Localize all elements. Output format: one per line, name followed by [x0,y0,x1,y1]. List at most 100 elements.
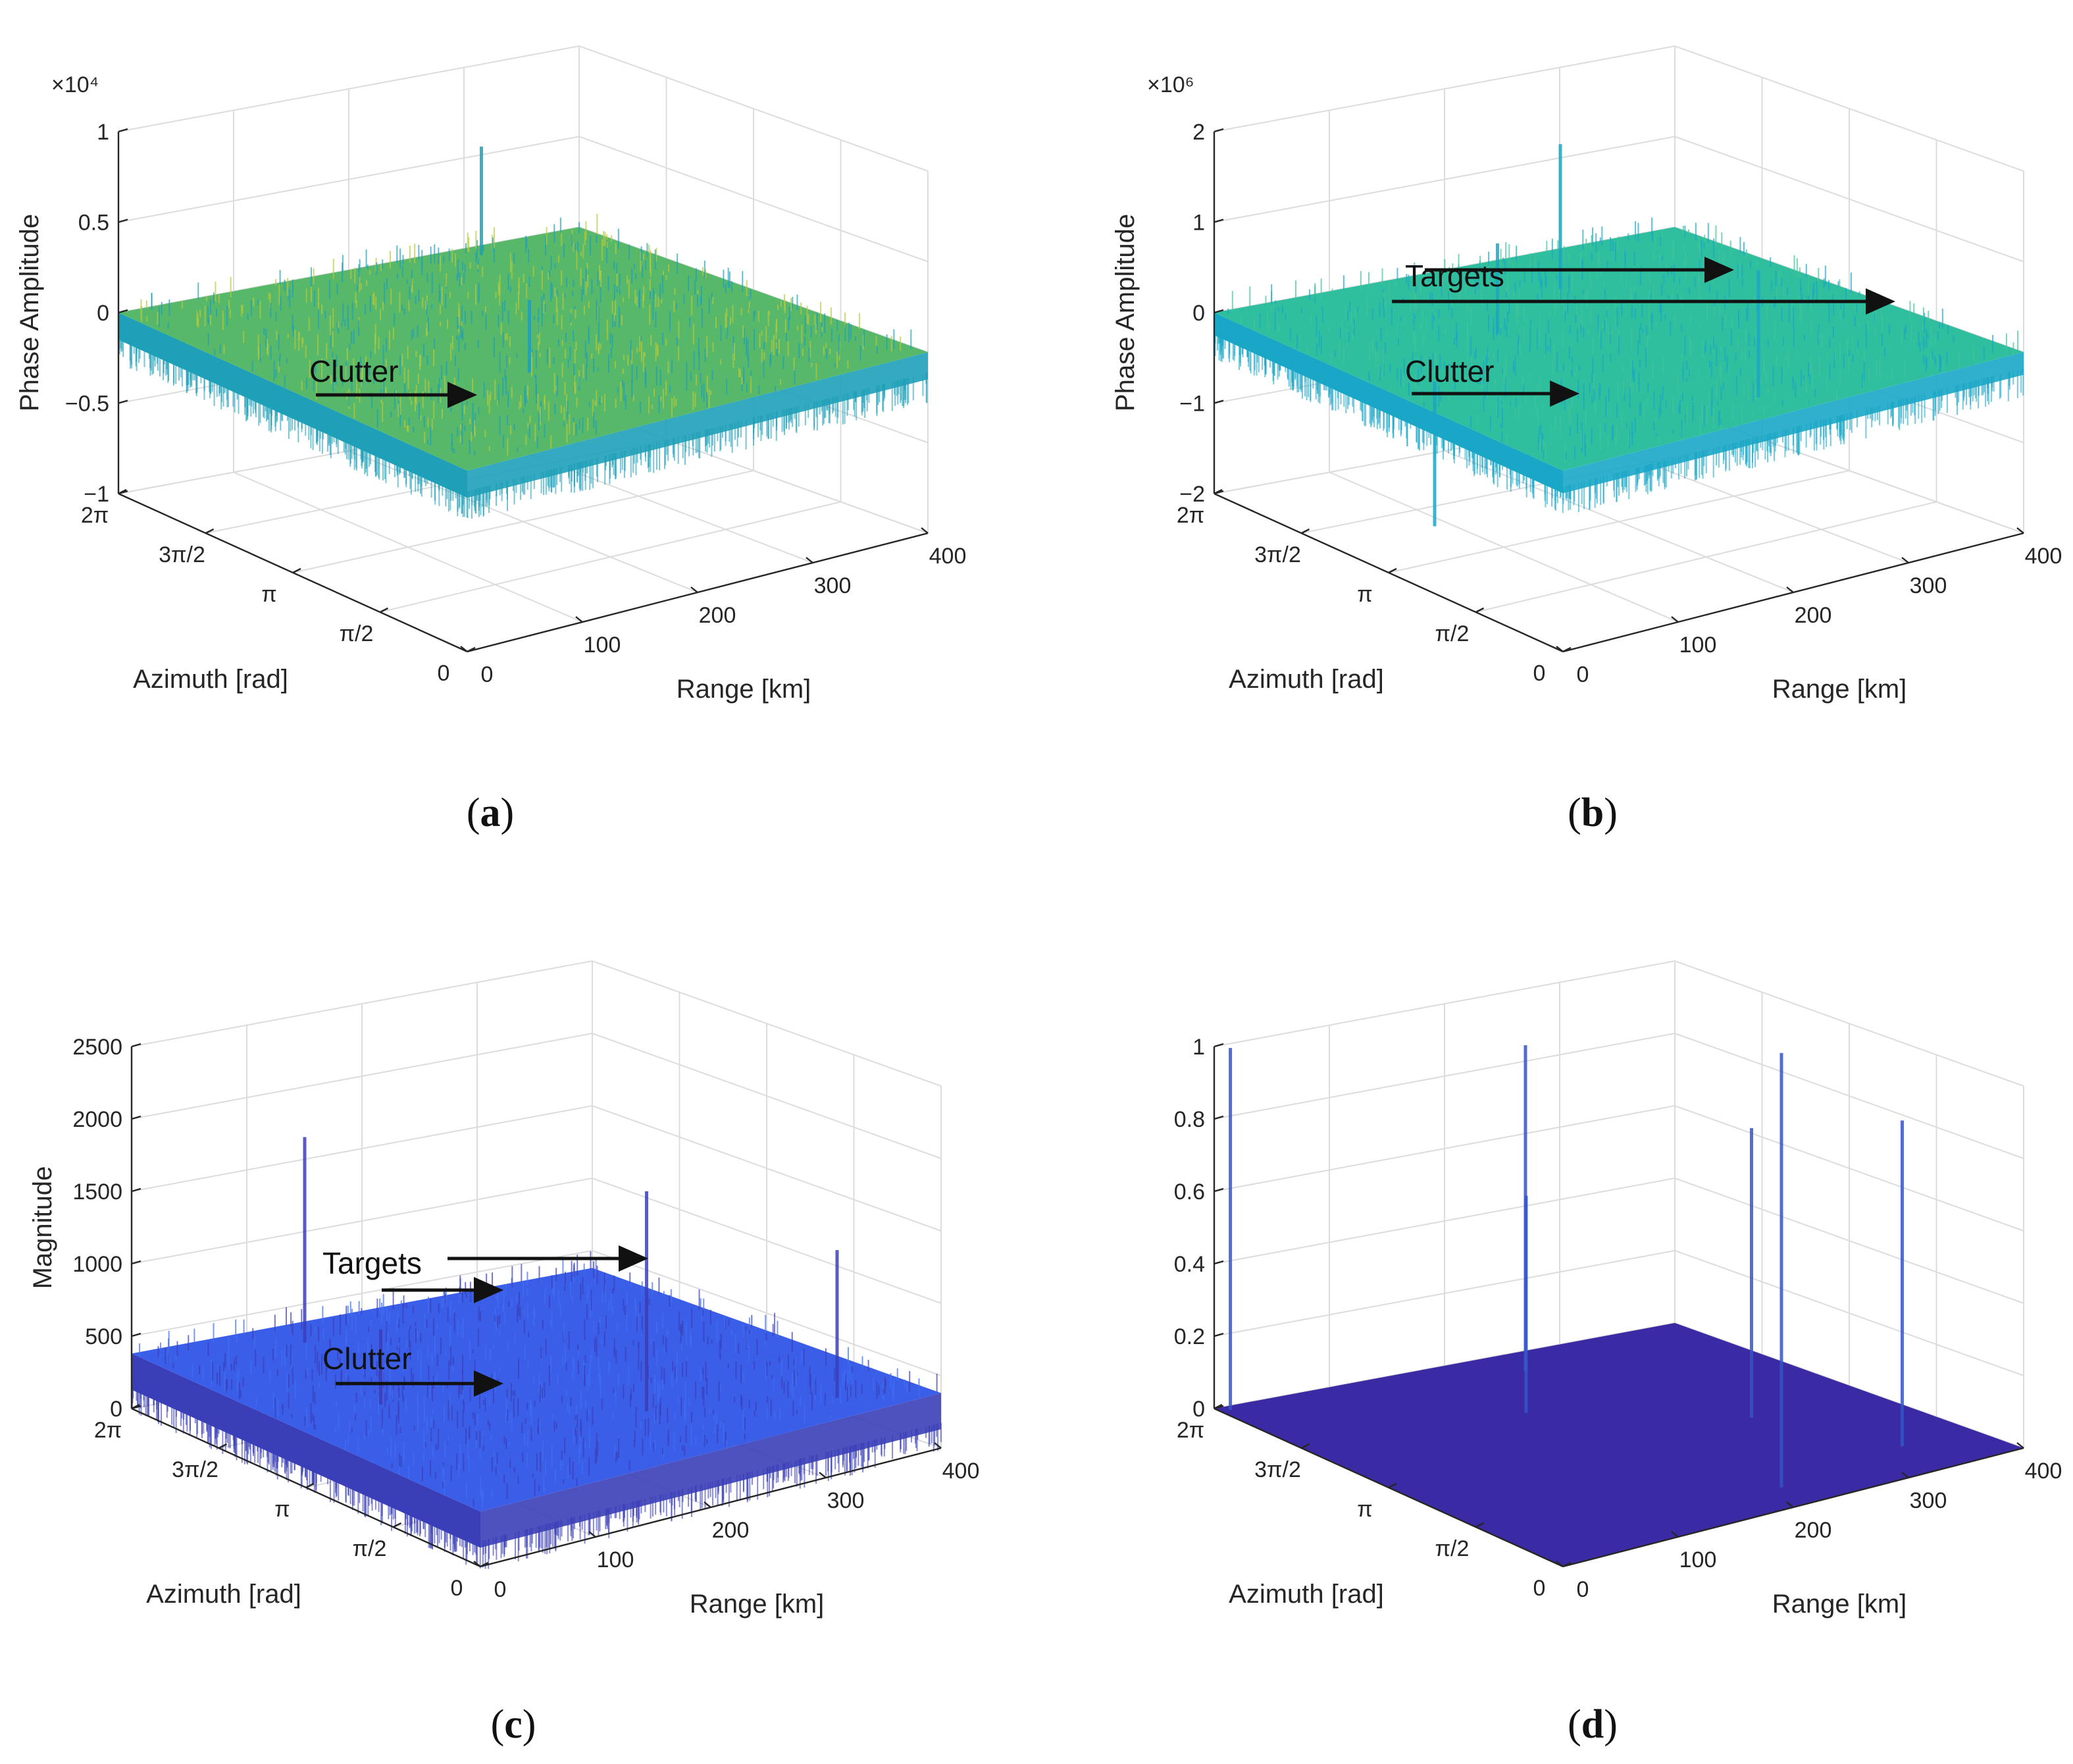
annotation-targets-label: Targets [322,1246,422,1280]
surface-top [118,227,928,471]
azimuth-tick-label: π [261,582,276,607]
annotation-clutter-label: Clutter [309,354,398,388]
surface-top [1214,1323,2024,1567]
z-tick-3 [1214,1187,1224,1193]
range-tick-label: 200 [1795,1518,1832,1543]
range-tick-label: 100 [597,1547,634,1572]
range-tick-label: 300 [827,1488,865,1513]
caption-letter: a [480,791,501,835]
azimuth-tick-label: 3π/2 [1254,542,1301,567]
surface-side-left [1214,313,1563,494]
range-axis-label: Range [km] [690,1590,825,1619]
azimuth-axis-label: Azimuth [rad] [1229,665,1384,694]
range-tick-label: 200 [699,603,736,628]
range-tick-1 [1671,1531,1679,1538]
range-tick-0 [473,1561,481,1567]
z-tick-1 [1214,1332,1224,1337]
caption-a: (a) [467,791,514,835]
azimuth-tick-2 [292,567,301,574]
azimuth-tick-0 [1562,1561,1572,1568]
range-tick-4 [921,527,929,534]
chart-a: −1 −0.5 0 0.5 1 0 π/2 π 3π/2 2π 0 100 200 300 400 Azimu… [15,45,966,704]
azimuth-tick-label: 3π/2 [159,542,205,567]
z-tick-4 [1214,128,1224,133]
z-tick-label: 1 [1192,1035,1205,1060]
azimuth-tick-0 [467,646,476,653]
range-tick-label: 0 [1577,662,1589,687]
azimuth-tick-label: 2π [1177,503,1204,528]
annotation-clutter-label: Clutter [1405,354,1494,388]
axes: 050010001500200025000π/2π3π/22π010020030… [28,1035,979,1619]
range-tick-label: 400 [2025,544,2062,569]
z-tick-5 [1214,1043,1224,1048]
range-tick-4 [2016,527,2024,534]
floor-gridline-b-2 [348,450,698,593]
range-tick-2 [704,1501,711,1508]
caption-open: ( [491,1702,505,1747]
caption-close: ) [523,1702,536,1747]
z-tick-label: 0.4 [1174,1252,1205,1277]
range-tick-label: 100 [1679,633,1717,658]
z-tick-label: 0.2 [1174,1324,1205,1349]
z-tick-3 [131,1187,141,1193]
azimuth-tick-label: 2π [94,1418,122,1443]
z-tick-label: 0 [97,301,109,326]
azimuth-tick-label: 0 [1533,1576,1546,1601]
target-peaks [1229,1045,1904,1488]
axes: −2 −1 0 1 2 0 π/2 π 3π/2 2π 0 100 200 300 400 Azimuth [… [1111,72,2062,704]
caption-close: ) [1604,1702,1618,1747]
azimuth-tick-3 [218,1443,228,1449]
caption-open: ( [1568,1702,1581,1747]
azimuth-tick-2 [1388,567,1397,574]
floor-gridline-a-3 [1475,501,1937,613]
z-tick-label: 2 [1192,120,1205,145]
azimuth-axis-label: Azimuth [rad] [133,665,288,694]
range-tick-2 [1786,1501,1794,1508]
azimuth-tick-2 [305,1482,315,1489]
z-axis-label: Phase Amplitude [15,214,44,411]
azimuth-tick-0 [480,1561,489,1568]
azimuth-tick-label: 0 [438,661,450,686]
annotation-targets-label: Targets [1405,259,1504,293]
range-tick-label: 0 [1577,1577,1589,1602]
chart-d: 00.20.40.60.810π/2π3π/22π0100200300400Az… [1174,960,2062,1619]
range-tick-3 [1901,1472,1909,1478]
z-multiplier: ×10⁶ [1147,72,1194,97]
azimuth-tick-3 [205,528,215,534]
annotations: Targets Clutter [322,1245,648,1397]
floor-gridline-b-2 [1444,450,1794,593]
range-tick-3 [806,557,813,563]
z-gridline-3 [131,1104,942,1232]
azimuth-tick-4 [131,1403,140,1410]
range-tick-label: 100 [584,633,621,658]
caption-open: ( [467,791,480,835]
range-tick-label: 0 [494,1577,507,1602]
z-tick-label: 2000 [72,1107,122,1132]
panel-caption: (d) [1568,1702,1618,1747]
floor-gridline-a-3 [380,501,841,613]
range-tick-label: 200 [1795,603,1832,628]
range-axis-label: Range [km] [1772,675,1907,704]
azimuth-tick-label: π/2 [1435,1536,1470,1561]
range-tick-label: 100 [1679,1547,1717,1572]
z-tick-label: −0.5 [65,392,109,417]
azimuth-axis-label: Azimuth [rad] [1229,1580,1384,1609]
z-tick-2 [118,309,128,314]
z-tick-label: 0.6 [1174,1180,1205,1205]
panel-caption: (b) [1568,791,1618,835]
azimuth-tick-label: π [1357,1497,1372,1522]
azimuth-tick-label: 2π [81,503,109,528]
z-axis-label: Magnitude [28,1166,57,1289]
range-tick-label: 200 [712,1518,750,1543]
axes: −1 −0.5 0 0.5 1 0 π/2 π 3π/2 2π 0 100 200 300 400 Azimu… [15,72,966,704]
azimuth-tick-label: π/2 [353,1536,387,1561]
azimuth-tick-1 [1475,1522,1485,1528]
azimuth-tick-1 [1475,607,1485,613]
caption-b: (b) [1568,791,1618,835]
azimuth-axis-label: Azimuth [rad] [146,1580,301,1609]
z-tick-1 [118,400,128,404]
z-tick-label: 1000 [72,1252,122,1277]
z-tick-label: 0 [110,1397,122,1422]
z-gridline-5 [131,960,942,1087]
range-tick-label: 300 [1910,1488,1947,1513]
